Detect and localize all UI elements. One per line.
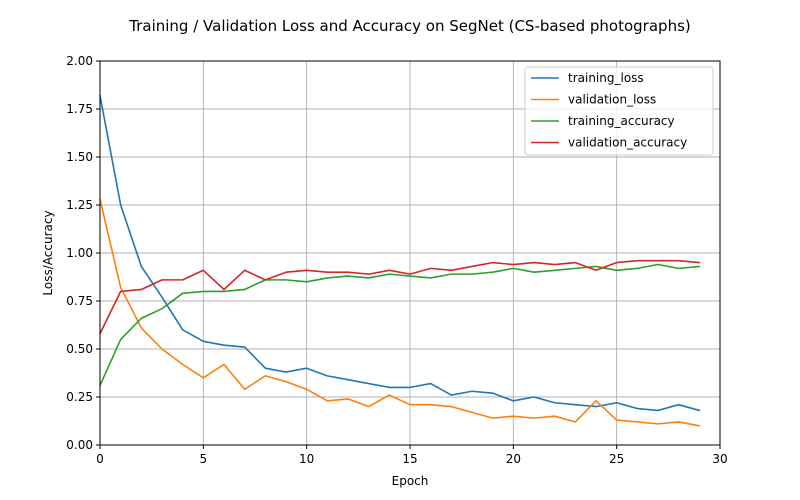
legend-box: [524, 66, 714, 156]
y-tick-label: 0.25: [66, 390, 93, 404]
ticks: 0 5 10 15 20 25 30 0.00 0.25 0.50 0.75 1.00 1.25 1.50…: [66, 54, 727, 466]
y-tick-label: 1.50: [66, 150, 93, 164]
x-tick-label: 25: [609, 452, 624, 466]
legend: training_loss validation_loss training_acc…: [524, 66, 714, 156]
y-tick-label: 0.50: [66, 342, 93, 356]
series-line-training-loss: [99, 94, 701, 412]
series-layer: [99, 94, 701, 427]
series-line-training-accuracy: [99, 263, 701, 387]
legend-label: validation_accuracy: [568, 136, 687, 150]
x-axis-label: Epoch: [392, 474, 429, 488]
y-tick-label: 1.25: [66, 198, 93, 212]
chart-title: Training / Validation Loss and Accuracy …: [128, 17, 691, 35]
y-tick-label: 1.00: [66, 246, 93, 260]
y-tick-label: 1.75: [66, 102, 93, 116]
x-tick-label: 30: [712, 452, 727, 466]
x-tick-label: 5: [200, 452, 208, 466]
x-tick-label: 15: [402, 452, 417, 466]
series-line-validation-loss: [99, 198, 701, 427]
y-tick-label: 0.00: [66, 438, 93, 452]
legend-label: training_loss: [568, 71, 644, 85]
legend-label: validation_loss: [568, 93, 656, 107]
x-tick-label: 20: [506, 452, 521, 466]
y-axis-label: Loss/Accuracy: [41, 210, 55, 295]
y-tick-label: 2.00: [66, 54, 93, 68]
series-line-validation-accuracy: [99, 259, 701, 335]
x-tick-label: 10: [299, 452, 314, 466]
legend-label: training_accuracy: [568, 114, 675, 128]
y-tick-label: 0.75: [66, 294, 93, 308]
x-tick-label: 0: [96, 452, 104, 466]
